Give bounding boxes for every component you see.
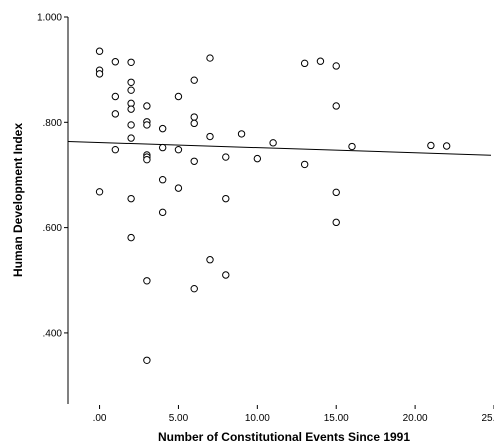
data-point (127, 105, 135, 113)
data-point (174, 92, 183, 101)
y-tick-label: 1.000 (37, 13, 62, 24)
data-point (300, 160, 309, 169)
data-point (174, 184, 183, 192)
x-tick-label: 15.00 (324, 413, 349, 424)
y-tick-label: .400 (43, 328, 63, 339)
x-tick-label: 10.00 (245, 413, 270, 424)
x-tick-label: 20.00 (403, 413, 428, 424)
data-point (111, 110, 120, 118)
data-point (300, 59, 309, 68)
data-point (127, 58, 135, 66)
data-point (127, 194, 135, 203)
data-point (206, 54, 214, 62)
fit-line (67, 141, 492, 156)
data-point (332, 102, 340, 110)
data-point (332, 188, 340, 197)
fit-line-group (67, 141, 492, 156)
data-point (127, 86, 135, 94)
data-point (143, 102, 151, 110)
points-group (95, 47, 451, 364)
data-point (222, 153, 230, 161)
data-point (316, 57, 325, 65)
data-point (143, 277, 151, 285)
data-point (442, 142, 451, 150)
data-point (206, 256, 214, 264)
data-point (111, 58, 120, 66)
data-point (95, 47, 104, 55)
data-point (190, 119, 198, 128)
data-point (143, 121, 151, 129)
axes: .400 .600 .800 1.000 .00 5.00 10.00 15.00 20.00 2… (37, 13, 494, 424)
data-point (143, 155, 151, 164)
x-tick-label: 5.00 (169, 413, 189, 424)
y-tick-label: .800 (43, 118, 63, 129)
data-point (348, 142, 356, 151)
data-point (158, 175, 167, 184)
data-point (190, 284, 198, 293)
data-point (95, 188, 104, 196)
data-point (111, 92, 120, 101)
data-point (127, 78, 135, 86)
data-point (222, 194, 230, 203)
y-tick-label: .600 (43, 223, 63, 234)
data-point (332, 62, 340, 70)
data-point (158, 143, 167, 152)
data-point (111, 145, 120, 154)
x-tick-label: 25.00 (481, 413, 494, 424)
data-point (190, 157, 198, 165)
data-point (222, 271, 230, 279)
data-point (158, 208, 167, 217)
data-point (95, 70, 104, 78)
data-point (127, 134, 135, 142)
data-point (206, 132, 214, 141)
data-point (190, 113, 198, 121)
data-point (427, 141, 435, 150)
data-point (237, 130, 246, 138)
data-point (127, 233, 135, 242)
x-axis-title: Number of Constitutional Events Since 19… (158, 430, 410, 444)
data-point (158, 124, 167, 133)
data-point (143, 356, 151, 364)
data-point (253, 154, 262, 163)
data-point (269, 139, 277, 147)
data-point (190, 76, 198, 84)
x-tick-label: .00 (93, 413, 107, 424)
data-point (127, 121, 135, 129)
data-point (332, 218, 340, 227)
data-point (174, 145, 183, 154)
y-axis-title: Human Development Index (11, 123, 25, 277)
